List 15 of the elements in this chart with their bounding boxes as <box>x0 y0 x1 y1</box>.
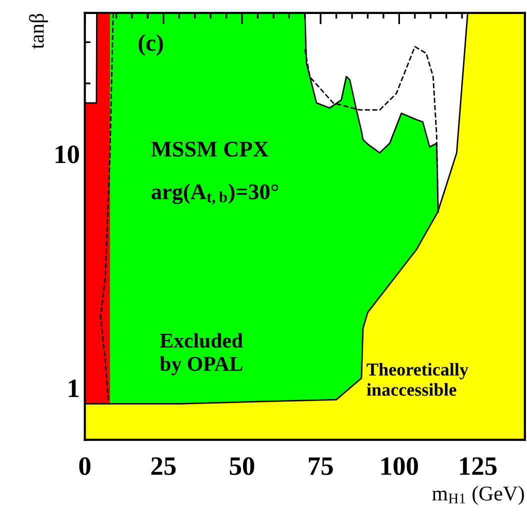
annotation: arg(A$_{t,b}$)=30° <box>152 184 278 205</box>
y-tick-label: 1 <box>68 380 79 398</box>
annotation: (c) <box>138 34 163 56</box>
annotation: MSSM CPX <box>151 142 268 157</box>
y-axis-title: tanβ <box>28 14 48 49</box>
x-tick-label: 0 <box>79 457 90 476</box>
x-axis-title: m$_{H1}$ (GeV) <box>432 486 524 505</box>
x-tick-label: 50 <box>230 457 254 476</box>
x-tick-label: 125 <box>460 457 497 476</box>
y-tick-label: 10 <box>56 145 79 164</box>
x-tick-label: 75 <box>308 457 333 476</box>
x-tick-label: 100 <box>381 457 418 476</box>
annotation: Excluded by OPAL <box>160 333 243 376</box>
x-tick-label: 25 <box>151 457 176 476</box>
annotation: Theoretically inaccessible <box>366 362 468 396</box>
